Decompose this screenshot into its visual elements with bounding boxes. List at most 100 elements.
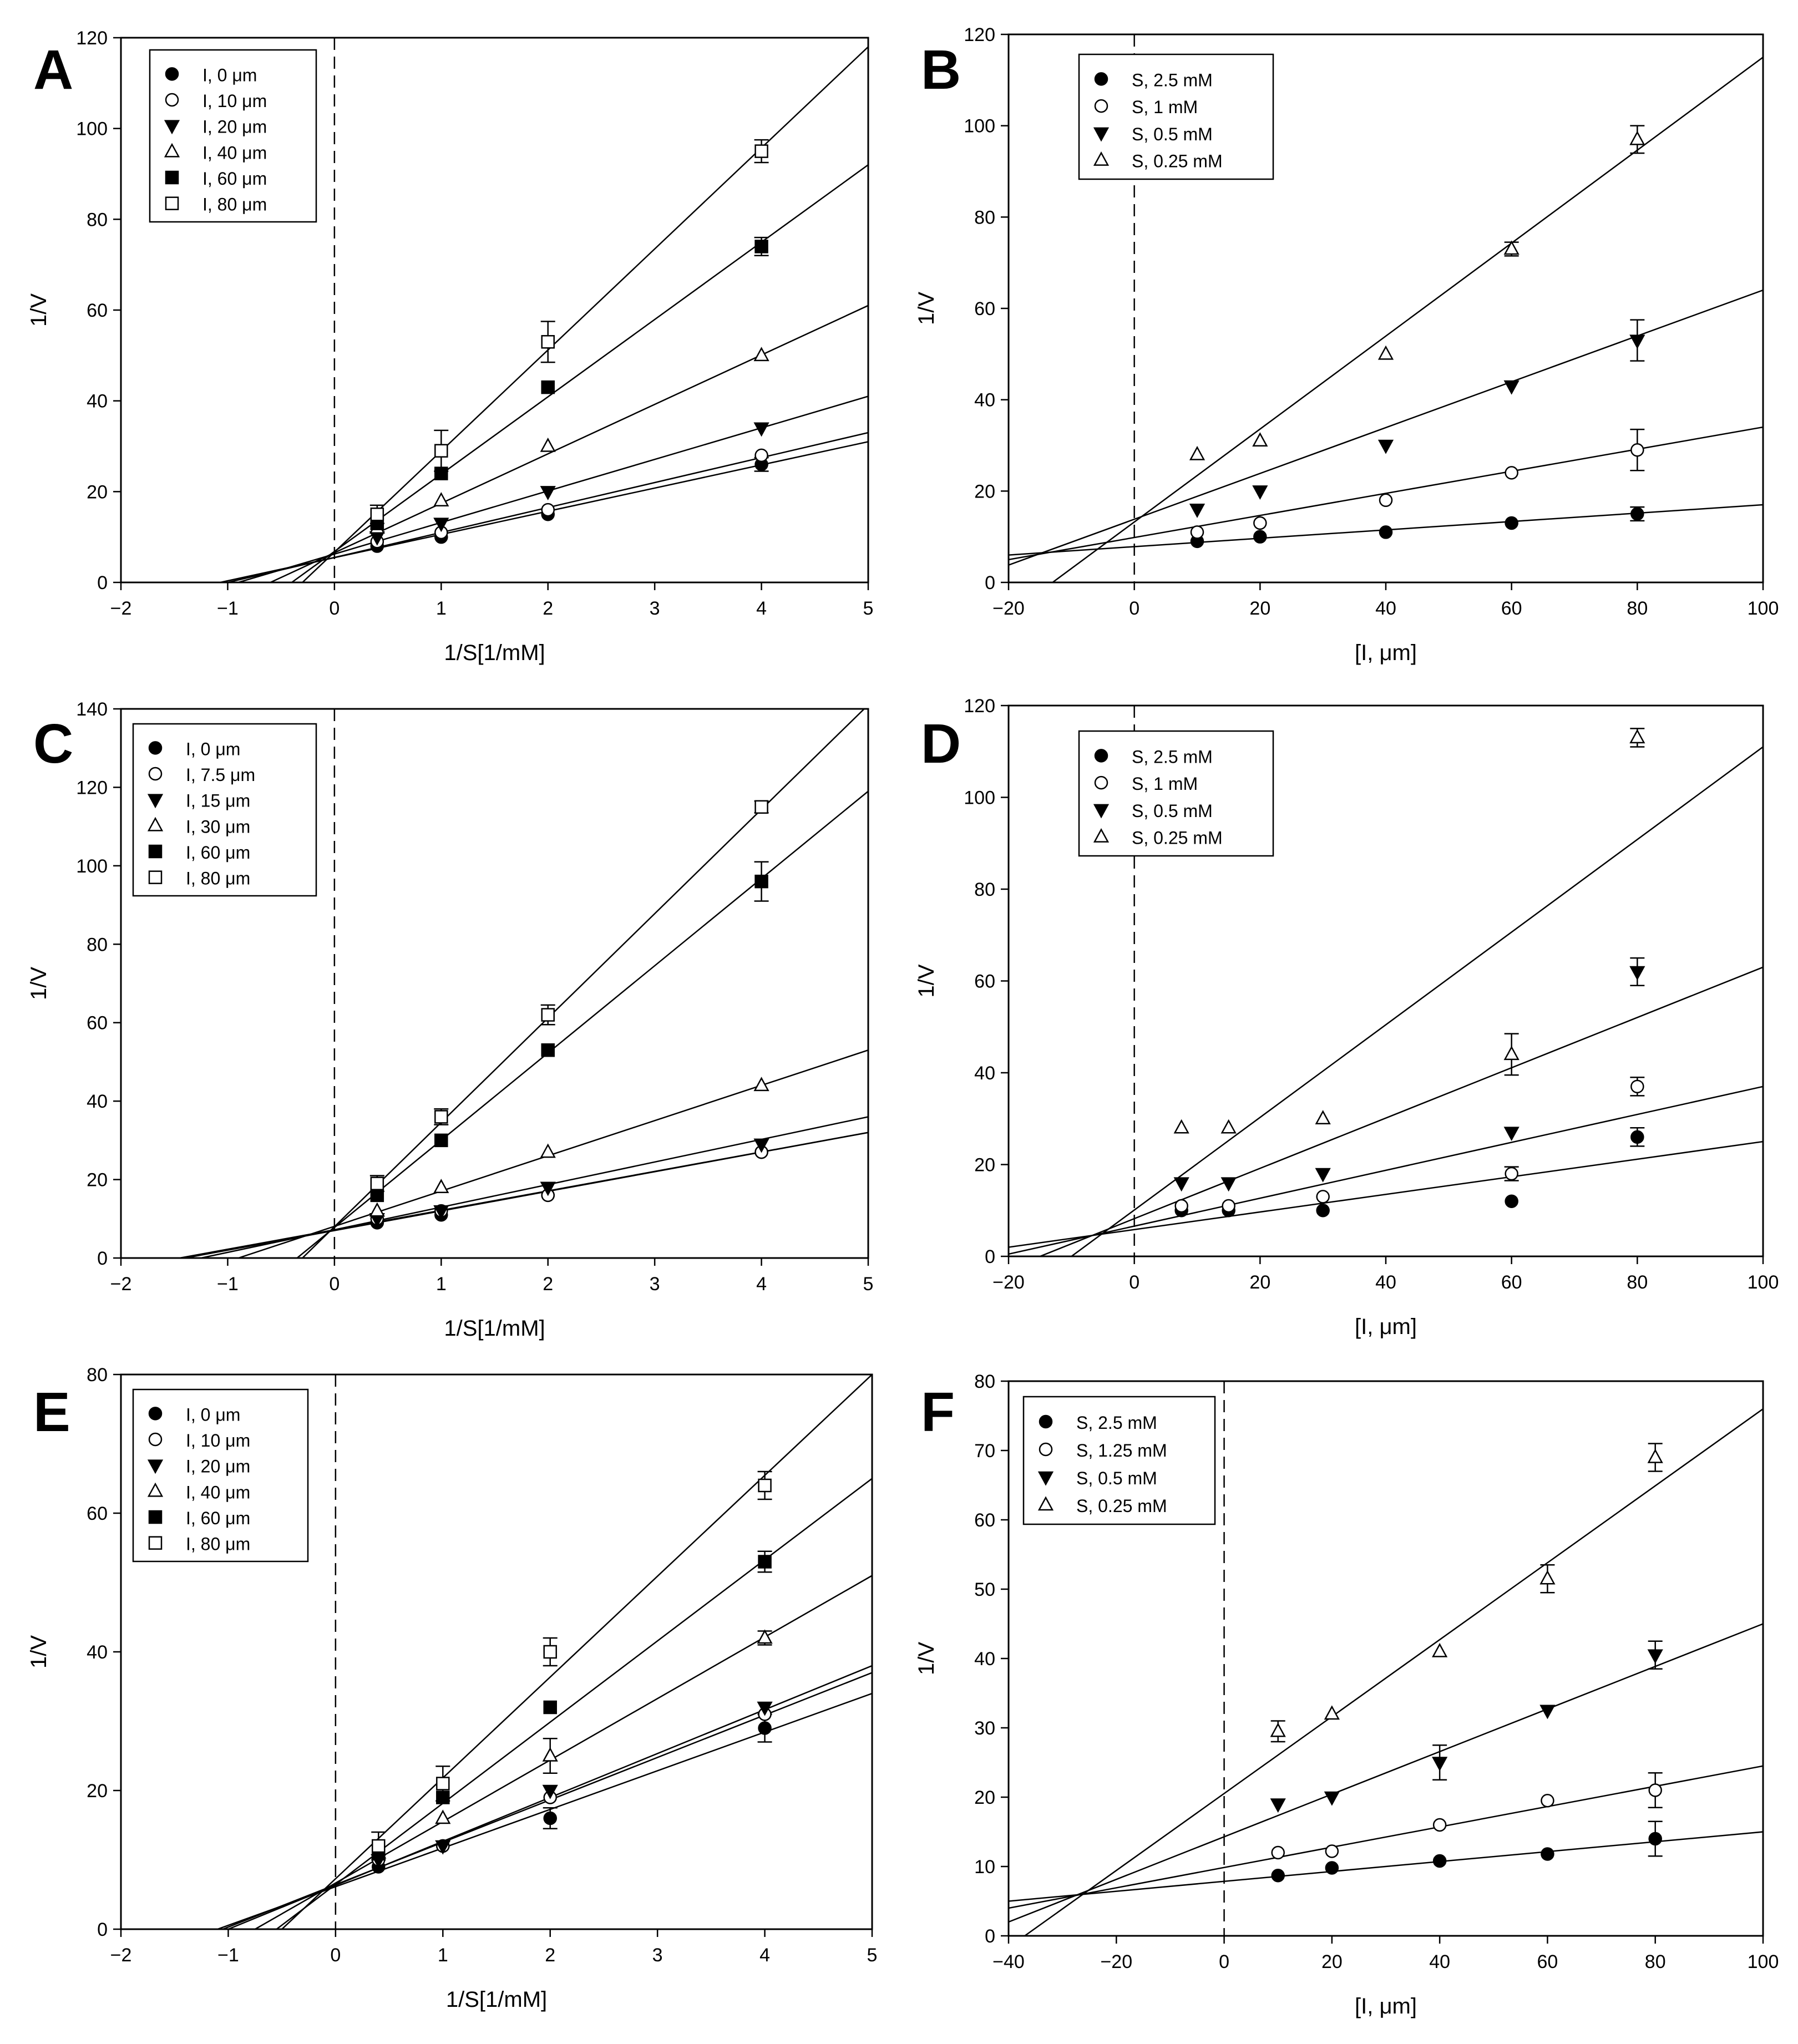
data-point bbox=[1503, 1046, 1520, 1061]
x-axis-label: 1/S[1/mM] bbox=[446, 1987, 547, 2012]
legend-label: I, 60 μm bbox=[186, 843, 250, 863]
data-point bbox=[433, 1205, 449, 1220]
legend-marker bbox=[148, 1432, 163, 1447]
legend-label: S, 2.5 mM bbox=[1132, 747, 1213, 767]
data-point bbox=[757, 1701, 773, 1716]
legend-label: I, 10 μm bbox=[202, 91, 267, 111]
data-point bbox=[1647, 1448, 1663, 1463]
y-tick-label: 60 bbox=[974, 298, 995, 319]
data-point bbox=[543, 1811, 557, 1825]
data-point bbox=[1629, 966, 1645, 981]
x-axis-label: [I, μm] bbox=[1355, 1315, 1417, 1339]
legend-marker bbox=[1093, 828, 1110, 843]
data-point bbox=[541, 503, 555, 517]
fit-line bbox=[1071, 746, 1763, 1256]
y-tick-label: 80 bbox=[87, 209, 108, 230]
data-point bbox=[1189, 445, 1206, 460]
legend-marker bbox=[147, 794, 164, 809]
data-point bbox=[1541, 1847, 1554, 1861]
y-tick-label: 70 bbox=[974, 1441, 995, 1462]
legend-label: S, 0.25 mM bbox=[1076, 1496, 1167, 1516]
x-tick-label: −1 bbox=[217, 1945, 239, 1966]
fit-line bbox=[1009, 289, 1763, 566]
data-point bbox=[436, 1777, 450, 1791]
y-tick-label: 30 bbox=[974, 1718, 995, 1739]
y-tick-label: 80 bbox=[87, 934, 108, 955]
x-tick-label: 60 bbox=[1537, 1951, 1558, 1972]
fit-line bbox=[302, 46, 868, 582]
panel-f: −40 −20 0 20 40 60 80 100 0 10 20 30 40 50 60 70 80 [I, μ… bbox=[914, 1371, 1779, 2018]
fit-line bbox=[270, 305, 868, 582]
y-tick-label: 40 bbox=[87, 391, 108, 412]
x-axis-label: [I, μm] bbox=[1355, 641, 1417, 665]
x-tick-label: 0 bbox=[1219, 1951, 1229, 1972]
data-point bbox=[754, 800, 768, 814]
data-point bbox=[1174, 1199, 1188, 1213]
y-tick-label: 50 bbox=[974, 1579, 995, 1600]
fit-line bbox=[302, 709, 865, 1258]
legend-label: S, 0.25 mM bbox=[1132, 151, 1223, 171]
data-point bbox=[1648, 1832, 1662, 1846]
y-tick-label: 10 bbox=[974, 1857, 995, 1878]
legend-box bbox=[1022, 1396, 1216, 1525]
y-tick-label: 60 bbox=[974, 1510, 995, 1531]
x-tick-label: 0 bbox=[329, 598, 340, 619]
data-point bbox=[1252, 432, 1268, 447]
legend-marker bbox=[1094, 749, 1108, 763]
panel-letter: B bbox=[921, 39, 961, 101]
data-point bbox=[541, 335, 555, 349]
x-tick-label: 0 bbox=[1129, 1272, 1139, 1293]
data-point bbox=[1379, 525, 1393, 539]
x-tick-label: 4 bbox=[756, 1274, 767, 1295]
y-tick-label: 80 bbox=[974, 1371, 995, 1392]
data-point bbox=[541, 1008, 555, 1022]
y-tick-label: 20 bbox=[87, 1781, 108, 1802]
y-tick-label: 40 bbox=[974, 1063, 995, 1084]
data-point bbox=[1432, 1757, 1448, 1772]
data-point bbox=[754, 144, 768, 158]
legend-marker bbox=[1094, 99, 1108, 113]
data-point bbox=[371, 1839, 386, 1853]
y-tick-label: 100 bbox=[964, 116, 995, 137]
x-tick-label: 100 bbox=[1748, 598, 1779, 619]
data-point bbox=[1432, 1642, 1448, 1657]
x-tick-label: −1 bbox=[217, 1274, 239, 1295]
data-point bbox=[1377, 439, 1394, 454]
x-tick-label: −1 bbox=[217, 598, 239, 619]
data-point bbox=[434, 1110, 448, 1124]
data-point bbox=[1503, 380, 1520, 395]
y-tick-label: 60 bbox=[87, 1013, 108, 1034]
legend-label: I, 20 μm bbox=[186, 1457, 250, 1477]
legend-marker bbox=[1037, 1496, 1054, 1511]
fit-line bbox=[1009, 1831, 1763, 1902]
fit-line bbox=[1009, 1623, 1763, 1923]
legend-label: I, 10 μm bbox=[186, 1431, 250, 1450]
data-point bbox=[435, 1809, 451, 1824]
data-point bbox=[758, 1478, 772, 1493]
data-point bbox=[1316, 1190, 1330, 1204]
legend-marker bbox=[147, 1459, 164, 1474]
data-point bbox=[1220, 1177, 1237, 1192]
legend-label: S, 0.25 mM bbox=[1132, 828, 1223, 848]
y-axis-label: 1/V bbox=[27, 293, 51, 327]
y-tick-label: 60 bbox=[87, 300, 108, 321]
y-tick-label: 0 bbox=[97, 572, 108, 594]
data-point bbox=[1630, 1130, 1644, 1144]
x-tick-label: 60 bbox=[1501, 598, 1522, 619]
x-tick-label: 2 bbox=[545, 1945, 555, 1966]
y-tick-label: 80 bbox=[974, 879, 995, 900]
legend-label: S, 1 mM bbox=[1132, 774, 1198, 794]
data-point bbox=[540, 437, 556, 452]
fit-line bbox=[281, 1374, 872, 1929]
data-point bbox=[1630, 443, 1644, 457]
data-point bbox=[1505, 516, 1518, 530]
panel-d: −20 0 20 40 60 80 100 0 20 40 60 80 100 120 [I, μm] 1/V… bbox=[914, 696, 1779, 1339]
legend-label: S, 2.5 mM bbox=[1076, 1413, 1157, 1433]
data-point bbox=[370, 1176, 384, 1190]
data-point bbox=[1539, 1705, 1556, 1720]
data-point bbox=[540, 1143, 556, 1158]
data-point bbox=[1222, 1199, 1235, 1213]
y-tick-label: 20 bbox=[974, 481, 995, 502]
fit-line bbox=[1009, 1765, 1763, 1909]
y-axis-label: 1/V bbox=[914, 964, 939, 997]
